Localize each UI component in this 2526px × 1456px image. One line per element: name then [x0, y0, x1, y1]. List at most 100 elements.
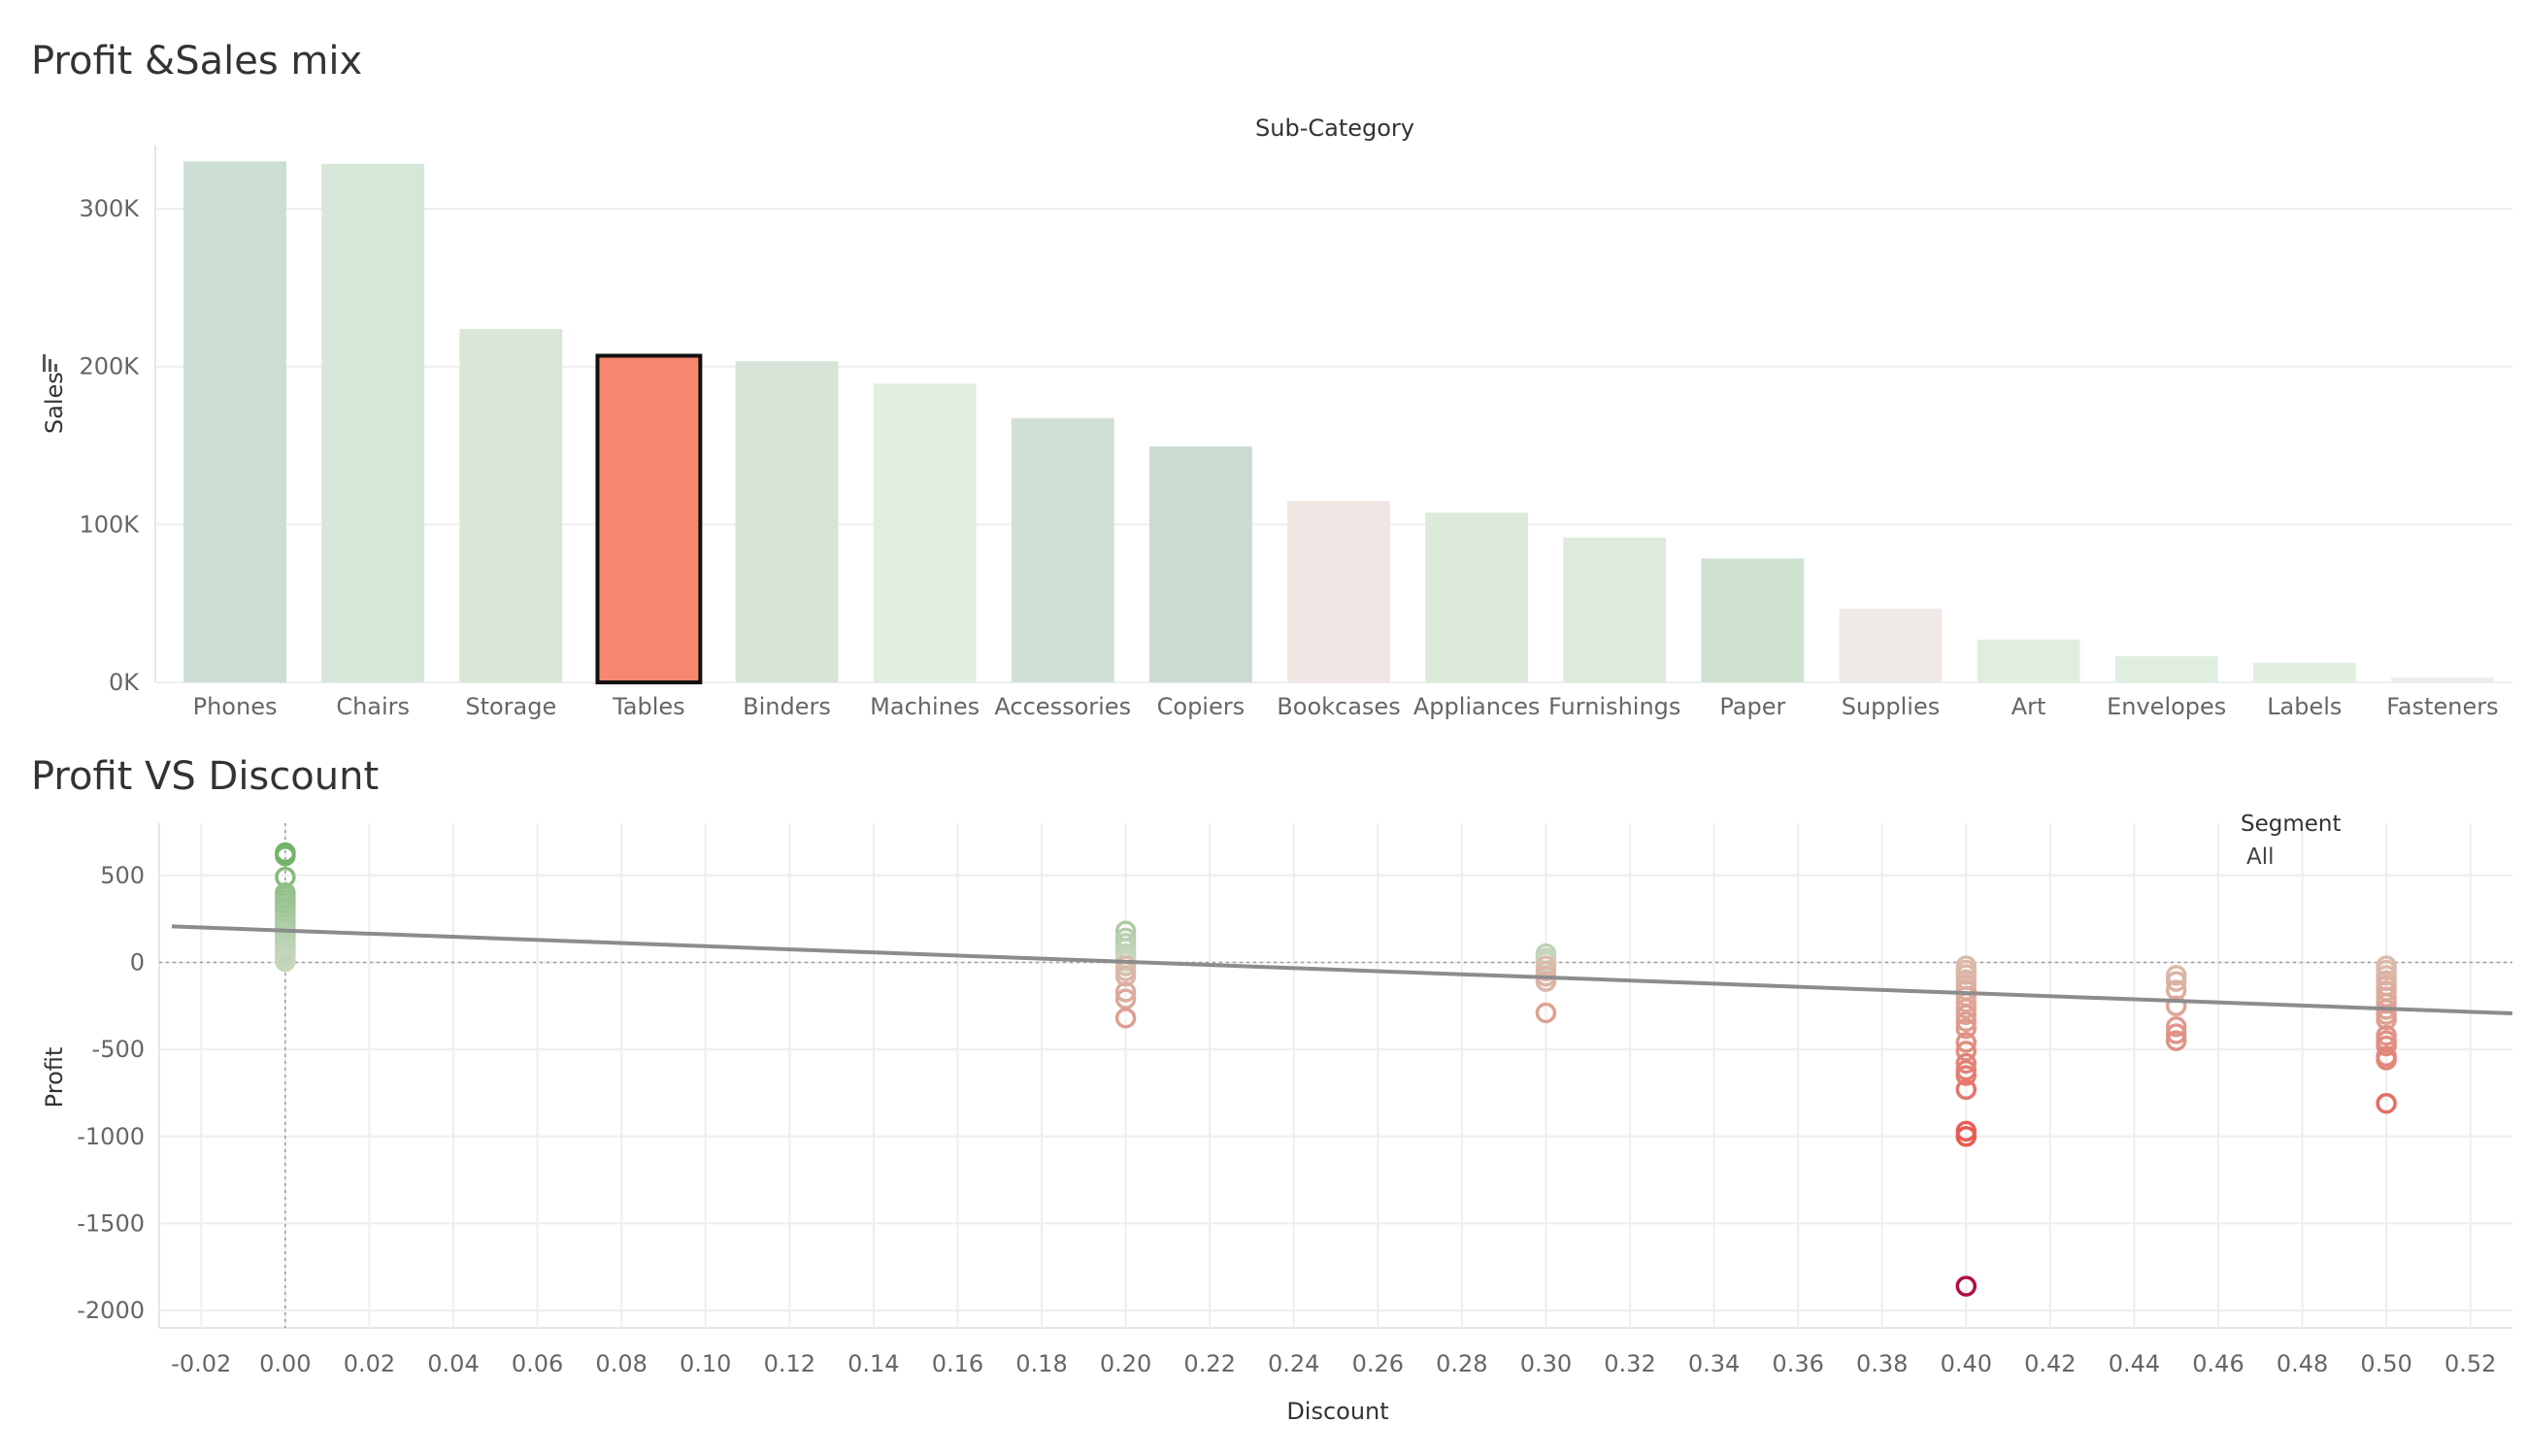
scatter-point — [275, 950, 296, 973]
scatter-x-tick-label: 0.50 — [2360, 1350, 2411, 1377]
scatter-point — [2165, 971, 2187, 992]
bar-storage — [459, 328, 563, 682]
scatter-point — [1114, 927, 1137, 949]
bar-accessories — [1011, 417, 1114, 682]
scatter-x-tick-label: 0.20 — [1100, 1350, 1151, 1377]
bar-x-tick-label: Envelopes — [2107, 693, 2226, 720]
scatter-point — [2165, 995, 2187, 1017]
bar-envelopes — [2114, 656, 2218, 682]
scatter-x-tick-label: 0.10 — [680, 1350, 731, 1377]
scatter-point — [1114, 943, 1137, 965]
scatter-point — [1955, 969, 1978, 991]
bar-x-axis: Phones Chairs Storage Tables Binders Machines… — [193, 693, 2499, 720]
bar-phones — [183, 161, 286, 682]
scatter-point — [1955, 1275, 1978, 1297]
scatter-point — [2165, 1016, 2187, 1038]
scatter-point — [275, 881, 296, 904]
scatter-point — [1114, 920, 1137, 942]
bar-supplies — [1839, 609, 1943, 682]
bar-binders — [735, 361, 839, 682]
scatter-x-tick-label: 0.36 — [1772, 1350, 1823, 1377]
scatter-point — [1955, 1065, 1978, 1086]
bar-x-tick-label: Machines — [870, 693, 980, 720]
scatter-x-tick-label: 0.38 — [1856, 1350, 1908, 1377]
scatter-point — [2165, 1030, 2187, 1051]
scatter-point — [275, 892, 296, 914]
scatter-point — [1114, 981, 1137, 1003]
scatter-point — [275, 842, 296, 864]
scatter-point — [1535, 966, 1557, 987]
scatter-point — [1114, 960, 1137, 982]
bar-paper — [1701, 558, 1805, 682]
scatter-point — [275, 885, 296, 908]
bar-x-tick-label: Tables — [612, 693, 685, 720]
bar-chairs — [321, 163, 425, 682]
bar-furnishings — [1563, 537, 1667, 682]
bar-tables[interactable] — [595, 353, 703, 684]
segment-legend[interactable]: Segment All — [2241, 811, 2342, 870]
scatter-point — [275, 934, 296, 956]
bar-y-tick-label: 0K — [109, 669, 140, 696]
scatter-y-tick-label: -1000 — [77, 1123, 145, 1150]
scatter-point — [2376, 1049, 2397, 1071]
scatter-x-tick-label: 0.00 — [259, 1350, 311, 1377]
scatter-point — [1955, 1017, 1978, 1040]
scatter-x-axis-title: Discount — [1286, 1398, 1388, 1425]
bar-y-axis-title: Sales — [41, 372, 68, 434]
bar-labels — [2252, 662, 2356, 682]
scatter-point — [1955, 979, 1978, 1001]
scatter-x-tick-label: 0.12 — [764, 1350, 815, 1377]
scatter-x-tick-label: 0.18 — [1015, 1350, 1067, 1377]
scatter-x-tick-label: 0.22 — [1183, 1350, 1235, 1377]
scatter-point — [2376, 1004, 2397, 1025]
scatter-point — [2376, 986, 2397, 1009]
scatter-point — [2376, 955, 2397, 976]
scatter-x-tick-label: 0.16 — [932, 1350, 983, 1377]
scatter-gridlines — [158, 823, 2512, 1329]
scatter-point — [2376, 975, 2397, 997]
scatter-x-tick-label: 0.52 — [2444, 1350, 2496, 1377]
scatter-point — [2376, 959, 2397, 981]
scatter-x-tick-label: 0.40 — [1941, 1350, 1992, 1377]
scatter-point — [2376, 1035, 2397, 1057]
legend-title: Segment — [2241, 811, 2342, 837]
bar-copiers — [1148, 446, 1252, 682]
scatter-point — [1955, 1059, 1978, 1081]
sales-bar-chart: 0K 100K 200K 300K Phones Chairs Storage Tables… — [41, 115, 2512, 720]
scatter-point — [2376, 1009, 2397, 1031]
scatter-point — [1955, 1078, 1978, 1101]
bar-x-tick-label: Art — [2011, 693, 2046, 720]
scatter-point — [1955, 1032, 1978, 1053]
scatter-x-tick-label: 0.02 — [344, 1350, 395, 1377]
scatter-point — [1955, 955, 1978, 976]
bar-x-tick-label: Binders — [743, 693, 831, 720]
scatter-y-tick-label: -500 — [92, 1036, 145, 1063]
scatter-point — [275, 920, 296, 942]
scatter-point — [2376, 1092, 2397, 1114]
scatter-point — [1955, 1004, 1978, 1025]
sort-icon[interactable] — [43, 354, 57, 372]
scatter-y-tick-label: -2000 — [77, 1297, 145, 1324]
scatter-point — [1955, 964, 1978, 985]
scatter-point — [1114, 932, 1137, 954]
trend-line — [171, 924, 2513, 1015]
scatter-y-axis: 500 0 -500 -1000 -1500 -2000 — [77, 862, 145, 1324]
scatter-point — [1114, 950, 1137, 973]
scatter-point — [1535, 960, 1557, 982]
scatter-point — [1955, 991, 1978, 1013]
scatter-point — [2165, 979, 2187, 1001]
scatter-point — [1114, 955, 1137, 976]
bar-x-tick-label: Bookcases — [1277, 693, 1400, 720]
scatter-x-tick-label: 0.24 — [1268, 1350, 1319, 1377]
scatter-point — [2376, 1025, 2397, 1046]
bar-x-tick-label: Paper — [1719, 693, 1785, 720]
bar-x-tick-label: Fasteners — [2386, 693, 2498, 720]
scatter-x-tick-label: 0.48 — [2277, 1350, 2328, 1377]
scatter-x-tick-label: 0.42 — [2024, 1350, 2076, 1377]
legend-value-all[interactable]: All — [2246, 844, 2275, 870]
scatter-point — [1535, 943, 1557, 965]
scatter-y-tick-label: 0 — [130, 948, 145, 976]
bar-x-tick-label: Labels — [2267, 693, 2342, 720]
scatter-point — [1535, 947, 1557, 969]
bar-appliances — [1425, 513, 1529, 682]
